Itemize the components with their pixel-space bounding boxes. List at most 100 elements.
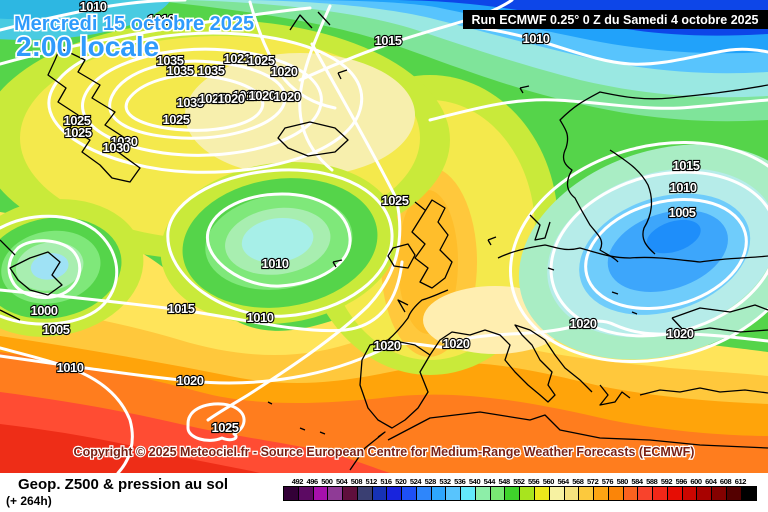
isobar-contours: [0, 0, 768, 442]
scale-cell: [549, 487, 564, 500]
scale-cell: [402, 487, 416, 500]
scale-cell: [579, 487, 594, 500]
pressure-label: 1020: [443, 336, 470, 351]
scale-value: 612: [734, 477, 747, 486]
scale-cell: [667, 487, 682, 500]
pressure-label: 1020: [249, 88, 276, 103]
pressure-label: 1005: [43, 322, 70, 337]
pressure-label: 1015: [168, 301, 195, 316]
scale-cell: [608, 487, 623, 500]
scale-value: 512: [365, 477, 378, 486]
scale-cell: [313, 487, 328, 500]
scale-cell: [564, 487, 579, 500]
pressure-label: 1035: [167, 63, 194, 78]
pressure-label: 1020: [374, 338, 401, 353]
scale-value: 596: [675, 477, 688, 486]
scale-value: 588: [646, 477, 658, 486]
scale-value: 516: [380, 477, 392, 486]
pressure-label: 1035: [177, 95, 204, 110]
scale-value: 556: [527, 477, 540, 486]
scale-cell: [431, 487, 446, 500]
scale-cell: [372, 487, 387, 500]
scale-cell: [416, 487, 431, 500]
scale-value: 536: [454, 477, 466, 486]
scale-value: 508: [350, 477, 363, 486]
pressure-label: 1030: [103, 140, 130, 155]
scale-cell: [461, 487, 475, 500]
scale-value: 492: [291, 477, 304, 486]
scale-value: 540: [468, 477, 481, 486]
scale-value: 592: [660, 477, 673, 486]
coastlines: [0, 11, 768, 471]
scale-cell: [520, 487, 535, 500]
copyright-text: Copyright © 2025 Meteociel.fr - Source E…: [74, 445, 695, 459]
scale-cell: [741, 487, 756, 500]
pressure-label: 1025: [248, 53, 275, 68]
run-info-background: [463, 10, 768, 29]
scale-cell: [284, 487, 298, 500]
pressure-label: 1035: [157, 53, 184, 68]
pressure-label: 1010: [523, 31, 550, 46]
pressure-label: 1020: [177, 373, 204, 388]
scale-cell: [697, 487, 712, 500]
pressure-label: 1020: [218, 91, 245, 106]
scale-cell: [343, 487, 357, 500]
scale-value: 584: [631, 477, 643, 486]
lead-time: (+ 264h): [6, 494, 52, 508]
scale-cell: [298, 487, 313, 500]
scale-value: 580: [616, 477, 629, 486]
pressure-label: 1010: [247, 310, 274, 325]
scale-cell: [712, 487, 726, 500]
scale-value: 576: [601, 477, 614, 486]
scale-value: 548: [498, 477, 510, 486]
pressure-label: 1020: [667, 326, 694, 341]
scale-cell: [535, 487, 549, 500]
scale-value: 532: [439, 477, 451, 486]
scale-value: 520: [395, 477, 407, 486]
pressure-label: 1025: [199, 91, 226, 106]
scale-value: 604: [705, 477, 717, 486]
scale-value: 524: [409, 477, 422, 486]
map-title: Geop. Z500 & pression au sol: [18, 476, 229, 493]
pressure-label: 1015: [375, 33, 402, 48]
pressure-label: 1010: [670, 180, 697, 195]
scale-value: 560: [542, 477, 555, 486]
scale-cell: [623, 487, 638, 500]
pressure-label: 1020: [570, 316, 597, 331]
scale-cell: [594, 487, 608, 500]
pressure-label: 1010: [233, 88, 260, 103]
pressure-label: 1005: [669, 205, 696, 220]
scale-cell: [682, 487, 697, 500]
scale-value: 564: [557, 477, 570, 486]
color-scale-values: 492 496 500 504 508 512 516 520 524 528 532 536 540 5…: [290, 477, 748, 486]
pressure-label: 1025: [163, 112, 190, 127]
scale-value: 552: [513, 477, 525, 486]
pressure-label: 1010: [80, 0, 107, 14]
pressure-label: 1000: [31, 303, 58, 318]
scale-cell: [638, 487, 653, 500]
pressure-label: 1021: [224, 51, 251, 66]
scale-cell: [328, 487, 343, 500]
pressure-label: 1035: [198, 63, 225, 78]
map-area: 1010 1010 1015 1010 1035 1035 1035 1021 1025 1020…: [0, 0, 768, 475]
pressure-label: 1025: [212, 420, 239, 435]
pressure-label: 1025: [382, 193, 409, 208]
pressure-label: 1025: [65, 125, 92, 140]
pressure-label: 1025: [64, 113, 91, 128]
scale-cell: [475, 487, 490, 500]
pressure-label: 1010: [148, 12, 175, 27]
color-scale: [283, 486, 757, 501]
scale-value: 496: [306, 477, 318, 486]
pressure-label: 1010: [262, 256, 289, 271]
pressure-label: 1020: [271, 64, 298, 79]
scale-cell: [490, 487, 505, 500]
run-info-text: Run ECMWF 0.25° 0 Z du Samedi 4 octobre …: [471, 13, 758, 27]
scale-cell: [653, 487, 667, 500]
scale-value: 528: [424, 477, 437, 486]
scale-value: 500: [321, 477, 333, 486]
scale-cell: [726, 487, 741, 500]
scale-cell: [387, 487, 402, 500]
